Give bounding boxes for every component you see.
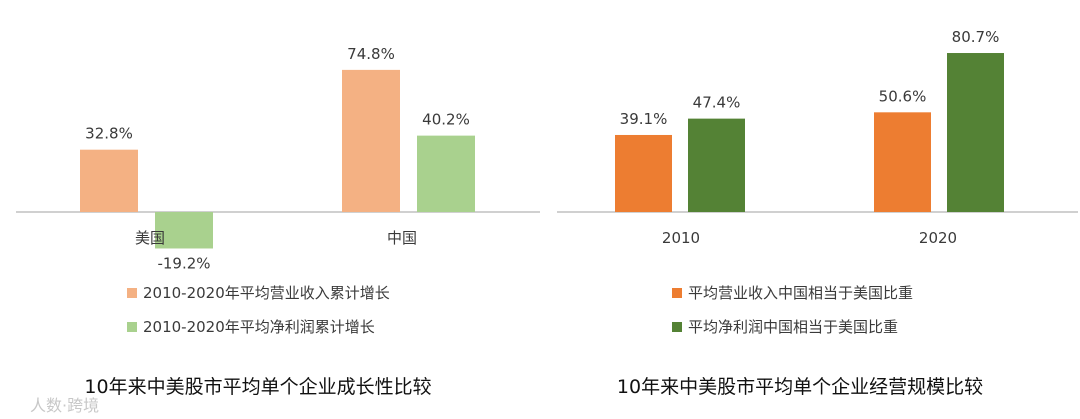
legend-label: 平均净利润中国相当于美国比重 — [688, 318, 898, 336]
chart-title: 10年来中美股市平均单个企业经营规模比较 — [617, 376, 983, 398]
legend-swatch — [672, 288, 682, 298]
legend-swatch — [672, 322, 682, 332]
bar-2020-series2 — [947, 53, 1004, 213]
legend-label: 平均营业收入中国相当于美国比重 — [688, 284, 913, 302]
data-label: 40.2% — [422, 111, 470, 129]
bar-2010-series2 — [688, 118, 745, 212]
data-label: 39.1% — [620, 110, 668, 128]
watermark-text: 人数·跨境 — [30, 396, 99, 415]
data-label: 74.8% — [347, 45, 395, 63]
bar-中国-series2 — [417, 135, 475, 212]
data-label: 32.8% — [85, 125, 133, 143]
data-label: 80.7% — [952, 28, 1000, 46]
data-label: -19.2% — [157, 254, 210, 272]
category-label: 2010 — [662, 229, 700, 247]
bar-美国-series1 — [80, 149, 138, 212]
legend-label: 2010-2020年平均营业收入累计增长 — [143, 284, 390, 302]
bar-美国-series2 — [155, 212, 213, 249]
data-label: 50.6% — [879, 87, 927, 105]
legend-swatch — [127, 322, 137, 332]
category-label: 美国 — [135, 229, 165, 247]
bar-2010-series1 — [615, 134, 672, 212]
chart-title: 10年来中美股市平均单个企业成长性比较 — [84, 376, 431, 398]
bar-中国-series1 — [342, 69, 400, 212]
category-label: 2020 — [919, 229, 957, 247]
category-label: 中国 — [387, 229, 417, 247]
legend-label: 2010-2020年平均净利润累计增长 — [143, 318, 375, 336]
bar-2020-series1 — [874, 112, 931, 212]
data-label: 47.4% — [693, 94, 741, 112]
legend-swatch — [127, 288, 137, 298]
